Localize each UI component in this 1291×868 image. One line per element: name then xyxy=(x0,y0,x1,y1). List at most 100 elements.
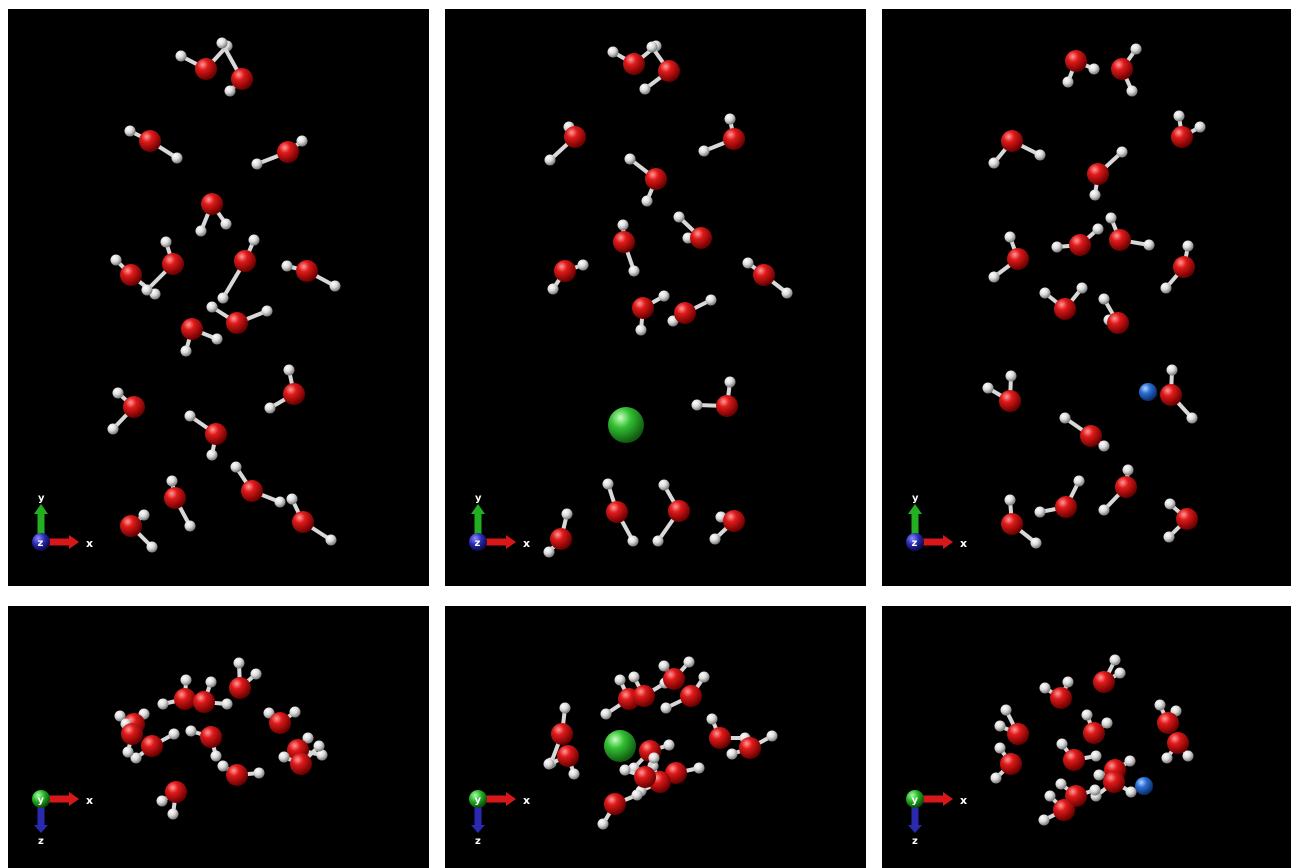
oxygen-atom xyxy=(1093,671,1115,693)
hydrogen-atom xyxy=(1004,494,1016,506)
oxygen-atom xyxy=(668,500,690,522)
water-molecule xyxy=(180,318,223,357)
oxygen-atom xyxy=(674,302,696,324)
water-molecule xyxy=(706,713,751,749)
hydrogen-atom xyxy=(706,713,718,725)
water-molecule xyxy=(124,125,183,164)
water-molecule xyxy=(229,657,262,699)
water-molecule xyxy=(742,257,793,299)
axis-origin-sphere xyxy=(906,533,924,551)
hydrogen-atom xyxy=(577,259,589,271)
oxygen-atom xyxy=(739,737,761,759)
water-molecule xyxy=(691,376,738,417)
hydrogen-atom xyxy=(1194,121,1206,133)
hydrogen-atom xyxy=(544,154,556,166)
hydrogen-atom xyxy=(627,535,639,547)
oxygen-atom xyxy=(1087,163,1109,185)
water-molecule xyxy=(1001,494,1042,549)
hydrogen-atom xyxy=(180,345,192,357)
hydrogen-atom xyxy=(166,475,178,487)
hydrogen-atom xyxy=(624,153,636,165)
hydrogen-atom xyxy=(1182,240,1194,252)
oxygen-atom xyxy=(1065,50,1087,72)
water-molecule xyxy=(1111,43,1142,97)
water-molecule xyxy=(130,728,180,764)
water-molecule xyxy=(1059,412,1110,452)
x-axis-arrowhead xyxy=(943,535,953,549)
hydrogen-atom xyxy=(1090,750,1102,762)
oxygen-atom xyxy=(551,723,573,745)
water-molecule xyxy=(1098,464,1137,516)
oxygen-atom xyxy=(205,423,227,445)
hydrogen-atom xyxy=(683,656,695,668)
hydrogen-atom xyxy=(1055,778,1067,790)
hydrogen-atom xyxy=(1081,709,1093,721)
oxygen-atom xyxy=(195,58,217,80)
water-molecule xyxy=(206,301,273,334)
oxygen-atom xyxy=(645,168,667,190)
hydrogen-atom xyxy=(994,720,1006,732)
hydrogen-atom xyxy=(559,702,571,714)
oxygen-atom xyxy=(1000,753,1022,775)
axis-origin-sphere xyxy=(469,790,487,808)
hydrogen-atom xyxy=(1098,293,1110,305)
water-molecule xyxy=(1154,699,1182,734)
hydrogen-atom xyxy=(210,750,222,762)
x-axis-label: x xyxy=(523,537,530,550)
x-axis-arrow xyxy=(478,795,506,803)
hydrogen-atom xyxy=(251,158,263,170)
water-molecule xyxy=(624,153,667,207)
hydrogen-atom xyxy=(614,674,626,686)
hydrogen-atom xyxy=(233,657,245,669)
water-molecule xyxy=(1039,676,1074,709)
x-axis-label: x xyxy=(86,794,93,807)
hydrogen-atom xyxy=(698,145,710,157)
oxygen-atom xyxy=(550,528,572,550)
hydrogen-atom xyxy=(619,764,631,776)
hydrogen-atom xyxy=(658,479,670,491)
water-molecule xyxy=(1034,475,1085,518)
hydrogen-atom xyxy=(652,535,664,547)
water-molecule xyxy=(1039,282,1088,320)
water-molecule xyxy=(230,461,286,508)
hydrogen-atom xyxy=(617,219,629,231)
oxygen-atom xyxy=(753,264,775,286)
y-axis-arrow xyxy=(37,512,45,542)
water-molecule xyxy=(141,236,184,296)
hydrogen-atom xyxy=(168,728,180,740)
hydrogen-atom xyxy=(1039,287,1051,299)
hydrogen-atom xyxy=(628,265,640,277)
x-axis-label: x xyxy=(86,537,93,550)
z-axis-arrowhead xyxy=(34,825,48,833)
panel-bottom-left: x z y xyxy=(8,606,429,868)
hydrogen-atom xyxy=(1062,76,1074,88)
y-axis-arrowhead xyxy=(908,504,922,514)
oxygen-atom xyxy=(1053,799,1075,821)
axis-triad: x z y xyxy=(32,790,93,847)
oxygen-atom xyxy=(663,668,685,690)
water-molecule xyxy=(543,745,580,780)
water-molecule xyxy=(175,40,233,80)
hydrogen-atom xyxy=(110,254,122,266)
water-molecule xyxy=(1056,738,1102,771)
oxygen-atom xyxy=(139,130,161,152)
y-axis-arrow xyxy=(911,512,919,542)
water-molecule xyxy=(278,740,325,775)
hydrogen-atom xyxy=(296,135,308,147)
water-molecule xyxy=(184,410,227,461)
oxygen-atom xyxy=(690,227,712,249)
z-axis-arrow xyxy=(911,799,919,827)
hydrogen-atom xyxy=(206,449,218,461)
origin-axis-label: y xyxy=(475,795,482,806)
hydrogen-atom xyxy=(1039,682,1051,694)
hydrogen-atom xyxy=(1124,755,1136,767)
hydrogen-atom xyxy=(1076,282,1088,294)
oxygen-atom xyxy=(716,395,738,417)
hydrogen-atom xyxy=(114,710,126,722)
oxygen-atom xyxy=(632,297,654,319)
axis-triad: x y z xyxy=(469,493,530,551)
hydrogen-atom xyxy=(543,758,555,770)
hydrogen-atom xyxy=(543,546,555,558)
hydrogen-atom xyxy=(568,768,580,780)
water-molecule xyxy=(120,718,143,758)
